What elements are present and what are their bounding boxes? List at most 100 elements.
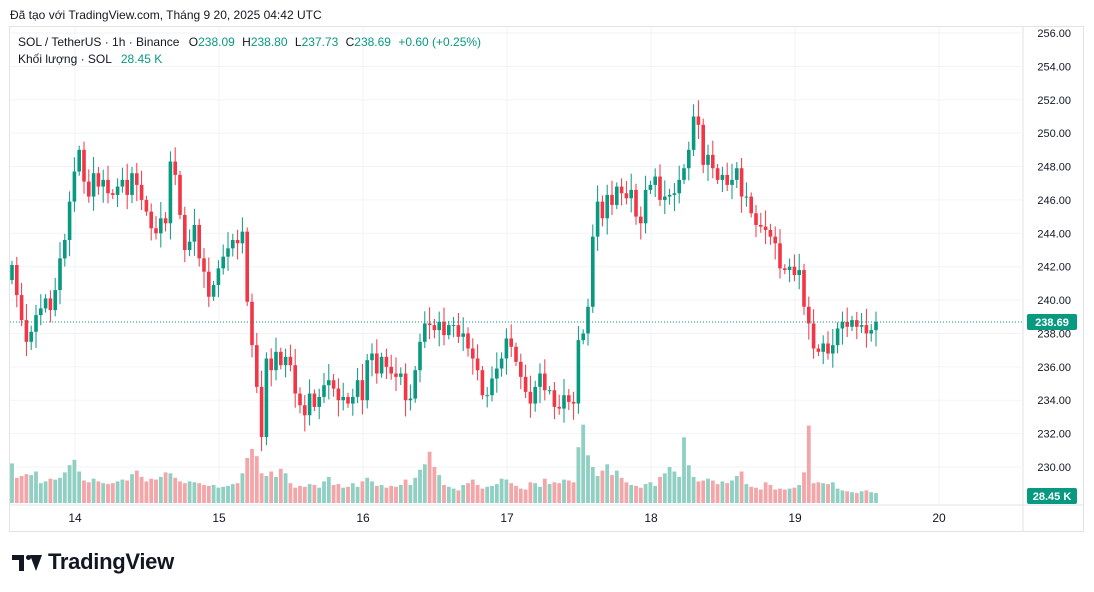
candle-body — [528, 391, 533, 404]
volume-bar — [187, 481, 192, 503]
candle-body — [826, 343, 830, 354]
volume-bar — [58, 477, 62, 503]
volume-bar — [614, 470, 619, 503]
x-tick-label: 14 — [68, 511, 82, 525]
volume-bar — [120, 479, 125, 503]
candle-body — [523, 376, 528, 392]
candle-body — [547, 390, 552, 392]
candle-body — [264, 358, 269, 437]
candle-body — [845, 321, 849, 327]
volume-bar — [710, 480, 715, 503]
legend-volume-line: Khối lượng · SOL 28.45 K — [18, 51, 481, 68]
candle-body — [706, 154, 710, 165]
candle-body — [149, 211, 153, 229]
volume-bar — [106, 484, 110, 503]
volume-bar — [514, 485, 518, 503]
volume-bar — [835, 488, 840, 503]
candle-body — [19, 295, 24, 321]
volume-bar — [134, 470, 139, 503]
volume-bar — [811, 483, 816, 503]
candle-body — [34, 315, 38, 332]
legend-low-label: L — [294, 35, 302, 49]
volume-bar — [475, 485, 480, 503]
candle-body — [423, 323, 427, 342]
legend-high: 238.80 — [250, 35, 288, 49]
candle-body — [447, 325, 451, 336]
candle-body — [96, 173, 101, 187]
y-tick-label: 234.00 — [1037, 395, 1071, 407]
candle-body — [379, 356, 384, 374]
volume-bar — [38, 483, 43, 503]
volume-bar — [874, 493, 878, 503]
candle-body — [10, 265, 14, 281]
volume-bar — [350, 483, 355, 503]
volume-bar — [312, 485, 317, 503]
candle-body — [87, 181, 91, 197]
volume-bar — [509, 483, 514, 503]
y-tick-label: 250.00 — [1037, 128, 1071, 140]
candle-body — [485, 395, 489, 397]
candle-body — [634, 189, 638, 217]
volume-bar — [437, 475, 442, 503]
volume-bar — [581, 424, 586, 503]
candle-body — [648, 184, 653, 190]
candle-body — [821, 343, 825, 352]
volume-bar — [806, 425, 811, 503]
volume-bar — [317, 487, 322, 503]
volume-bar — [216, 487, 221, 503]
volume-bar — [562, 479, 566, 503]
volume-bar — [451, 488, 456, 503]
volume-bar — [706, 478, 710, 503]
candle-body — [543, 373, 547, 391]
volume-bar — [845, 491, 850, 503]
candle-body — [331, 380, 336, 389]
tradingview-logo[interactable]: TradingView — [12, 549, 174, 575]
candle-body — [480, 370, 485, 396]
volume-bar — [360, 481, 365, 503]
volume-bar — [624, 482, 629, 503]
volume-bar — [269, 471, 274, 503]
candle-body — [288, 356, 293, 366]
candle-body — [255, 345, 259, 387]
volume-bar — [610, 475, 614, 503]
candle-body — [715, 168, 720, 180]
volume-bar — [293, 487, 298, 503]
candle-body — [240, 231, 245, 244]
volume-bar — [173, 477, 178, 503]
volume-bar — [82, 480, 86, 503]
volume-bar — [245, 458, 250, 503]
candle-body — [451, 325, 456, 327]
candle-body — [672, 193, 677, 195]
candle-body — [125, 179, 129, 195]
volume-bar — [600, 470, 605, 503]
candle-body — [653, 176, 657, 185]
volume-bar — [288, 483, 293, 503]
volume-bar — [19, 476, 24, 503]
volume-bar — [634, 485, 638, 503]
volume-bar — [254, 456, 259, 503]
volume-bar — [10, 463, 14, 503]
volume-bar — [744, 484, 749, 503]
candle-body — [787, 266, 792, 271]
volume-bar — [821, 483, 826, 503]
volume-bar — [250, 449, 254, 503]
candle-body — [312, 393, 317, 407]
volume-bar — [773, 489, 778, 503]
volume-bar — [178, 481, 182, 503]
volume-bar — [859, 491, 864, 503]
volume-bar — [768, 485, 773, 503]
candle-body — [864, 325, 869, 334]
x-tick-label: 17 — [500, 511, 514, 525]
tradingview-logo-icon — [12, 553, 42, 571]
volume-bar — [197, 483, 202, 503]
x-tick-label: 18 — [644, 511, 658, 525]
candle-body — [384, 356, 389, 367]
candle-body — [413, 370, 417, 399]
volume-bar — [629, 485, 634, 503]
volume-bar — [797, 485, 802, 503]
candle-body — [509, 338, 513, 347]
volume-bar — [331, 485, 336, 503]
candle-body — [605, 194, 609, 219]
volume-bar — [67, 465, 72, 503]
